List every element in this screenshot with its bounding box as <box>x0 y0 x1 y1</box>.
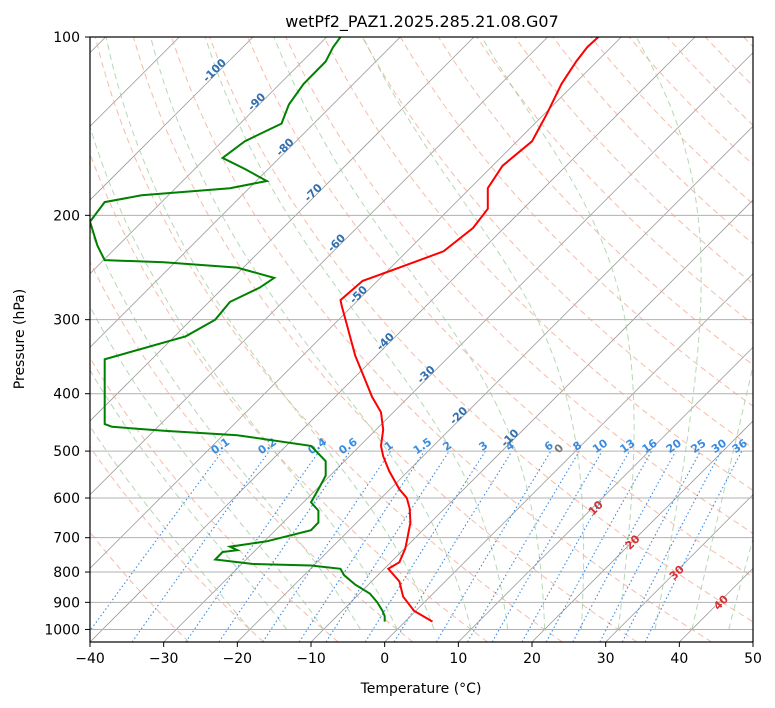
x-tick-label: 40 <box>670 651 688 667</box>
y-tick-label: 300 <box>53 313 80 329</box>
moist-adiabat-line <box>635 37 702 630</box>
x-tick-label: 10 <box>449 651 467 667</box>
moist-adiabat-line <box>481 37 635 630</box>
dewpoint-profile <box>90 37 386 622</box>
dry-adiabat-line <box>285 37 753 535</box>
x-axis-label: Temperature (°C) <box>360 681 482 697</box>
plot-area <box>90 37 753 642</box>
moist-adiabat-line <box>728 536 753 630</box>
isotherm-line <box>90 37 696 642</box>
y-tick-label: 600 <box>53 491 80 507</box>
moist-adiabat-line <box>204 37 509 630</box>
isotherm-line <box>605 494 753 642</box>
dry-adiabat-line <box>90 260 414 642</box>
chart-title: wetPf2_PAZ1.2025.285.21.08.G07 <box>285 12 559 32</box>
mixing-ratio-line <box>262 450 392 642</box>
mixing-ratio-line <box>90 450 223 632</box>
isotherm-line <box>90 37 622 569</box>
dry-adiabat-line <box>514 37 753 285</box>
isotherm-line <box>90 37 548 496</box>
mixing-ratio-line <box>185 450 320 642</box>
x-tick-label: 30 <box>597 651 615 667</box>
dry-adiabat-line <box>132 37 638 642</box>
isotherm-line <box>752 641 753 642</box>
x-tick-label: −10 <box>296 651 326 667</box>
x-axis: −40 −30 −20 −10 0 10 20 30 40 50 <box>75 642 762 667</box>
moist-adiabat-line <box>90 228 361 630</box>
mixing-ratio-line <box>218 450 351 642</box>
isotherm-line <box>90 37 327 275</box>
mixing-ratio-line <box>131 450 270 642</box>
y-tick-label: 700 <box>53 531 80 547</box>
y-tick-label: 200 <box>53 208 80 224</box>
dry-adiabat-line <box>209 37 753 623</box>
mixing-ratio-line <box>521 450 630 642</box>
y-tick-label: 1000 <box>44 622 80 638</box>
isotherm-line <box>531 420 753 642</box>
isotherm-line <box>90 37 254 201</box>
y-axis-label: Pressure (hPa) <box>12 289 28 389</box>
moist-adiabat-line <box>90 125 398 630</box>
x-tick-label: −40 <box>75 651 105 667</box>
y-tick-label: 500 <box>53 444 80 460</box>
y-tick-label: 400 <box>53 387 80 403</box>
y-tick-label: 900 <box>53 595 80 611</box>
mixing-ratio-line <box>644 450 743 642</box>
y-axis: 1000 900 800 700 600 500 400 300 200 100 <box>44 30 90 638</box>
moist-adiabat-line <box>691 363 753 630</box>
dry-adiabat-line <box>171 37 712 642</box>
isotherm-line <box>384 273 753 642</box>
x-tick-label: 20 <box>523 651 541 667</box>
background-lines <box>90 37 775 642</box>
mixing-ratio-line <box>393 450 513 642</box>
x-tick-label: 50 <box>744 651 762 667</box>
dry-adiabat-line <box>323 37 753 491</box>
x-tick-label: −20 <box>223 651 253 667</box>
dry-adiabat-line <box>247 37 753 578</box>
temperature-profile <box>339 37 599 623</box>
dry-adiabat-line <box>476 37 753 325</box>
moist-adiabat-line <box>362 37 585 630</box>
moist-adiabat-line <box>90 369 288 630</box>
moist-adiabat-line <box>90 425 251 630</box>
isotherm-line <box>458 346 753 642</box>
moist-adiabat-line <box>90 305 325 630</box>
mixing-ratio-line <box>325 450 450 642</box>
y-tick-label: 800 <box>53 565 80 581</box>
isotherm-line <box>237 125 753 642</box>
plot-frame <box>89 36 754 643</box>
mixing-ratio-line <box>572 450 677 642</box>
moist-adiabat-line <box>105 37 435 630</box>
pressure-grid <box>90 37 753 630</box>
profile-lines <box>90 37 599 623</box>
moist-adiabat-line <box>766 37 775 629</box>
dry-adiabat-line <box>90 356 339 642</box>
isotherm-line <box>90 37 401 348</box>
moist-adiabat-line <box>273 37 546 630</box>
x-tick-label: 0 <box>380 651 389 667</box>
dry-adiabat-line <box>90 446 264 642</box>
y-tick-label: 100 <box>53 30 80 46</box>
mixing-ratio-line <box>545 450 653 642</box>
moist-adiabat-line <box>150 37 472 630</box>
mixing-ratio-line <box>298 450 425 642</box>
dry-adiabat-line <box>94 37 563 642</box>
x-tick-label: −30 <box>149 651 179 667</box>
